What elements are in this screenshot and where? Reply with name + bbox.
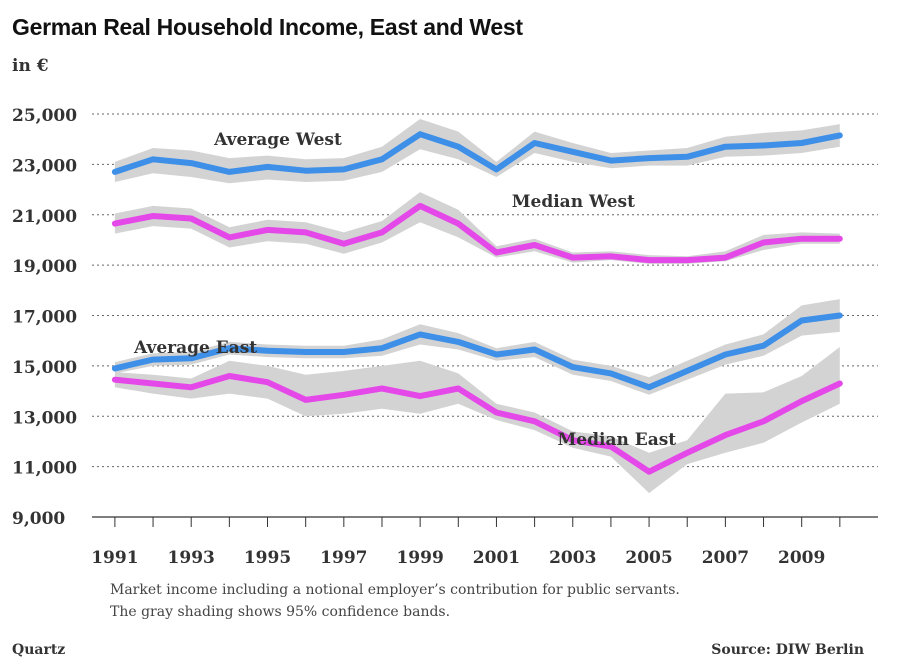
confidence-band-median-east	[114, 347, 840, 494]
series-label-average-west: Average West	[213, 130, 342, 150]
credit-quartz: Quartz	[12, 642, 66, 658]
y-tick-label: 25,000	[12, 106, 77, 126]
series-label-average-east: Average East	[133, 338, 257, 358]
series-line-median-west	[111, 202, 843, 264]
series-line-average-east	[111, 312, 843, 391]
unit-label: in €	[12, 56, 49, 76]
x-tick-label: 2009	[778, 548, 825, 568]
source-credit: Source: DIW Berlin	[711, 642, 864, 658]
series-label-median-west: Median West	[512, 192, 635, 212]
series-line-median-east	[111, 373, 843, 475]
band-layer	[114, 119, 840, 494]
x-tick-label: 1995	[244, 548, 291, 568]
label-layer: Average West Median West Average East Media…	[133, 130, 676, 450]
x-tick-label: 1997	[320, 548, 367, 568]
x-tick-label: 2001	[473, 548, 520, 568]
x-tick-label: 1999	[396, 548, 443, 568]
confidence-band-average-west	[114, 119, 840, 184]
y-tick-label: 17,000	[12, 308, 77, 328]
series-line-average-west	[111, 131, 843, 175]
x-tick-label: 2007	[702, 548, 749, 568]
y-tick-label: 11,000	[12, 459, 77, 479]
y-tick-label: 21,000	[12, 207, 77, 227]
y-tick-label: 19,000	[12, 257, 77, 277]
x-tick-label: 1993	[168, 548, 215, 568]
chart-title: German Real Household Income, East and W…	[12, 14, 523, 40]
confidence-band-median-west	[114, 192, 840, 264]
y-tick-label: 9,000	[12, 509, 65, 529]
x-tick-label: 2005	[625, 548, 672, 568]
y-tick-label: 13,000	[12, 408, 77, 428]
axis-layer: 9,000 11,000 13,000 15,000 17,000 19,000 21,00…	[12, 106, 841, 568]
line-layer	[111, 131, 843, 475]
x-tick-label: 2003	[549, 548, 596, 568]
footnote-market-income: Market income including a notional emplo…	[110, 582, 680, 598]
y-tick-label: 23,000	[12, 156, 77, 176]
x-tick-label: 1991	[91, 548, 138, 568]
y-tick-label: 15,000	[12, 358, 77, 378]
footnote-confidence-bands: The gray shading shows 95% confidence ba…	[110, 604, 451, 620]
series-label-median-east: Median East	[557, 430, 676, 450]
